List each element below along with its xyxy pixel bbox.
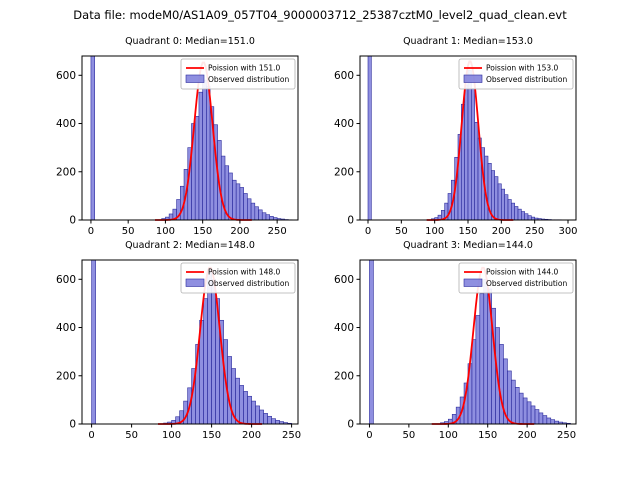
svg-text:150: 150	[193, 226, 212, 237]
legend-fit-label: Poission with 148.0	[208, 268, 281, 277]
subplot-title-quadrant-0: Quadrant 0: Median=151.0	[125, 36, 255, 47]
chart-quadrant-2: 0 50 100 150 200 250 0 200 400 600 Poission with 1…	[56, 259, 301, 441]
svg-text:250: 250	[525, 226, 544, 237]
svg-text:250: 250	[557, 430, 576, 441]
svg-text:600: 600	[334, 70, 354, 82]
svg-text:200: 200	[334, 370, 354, 382]
chart-quadrant-3: 0 50 100 150 200 250 0 200 400 600 Poission with 1…	[334, 259, 577, 441]
subplot-title-quadrant-2: Quadrant 2: Median=148.0	[125, 240, 255, 251]
svg-text:600: 600	[56, 274, 76, 286]
svg-text:50: 50	[395, 226, 408, 237]
svg-text:400: 400	[56, 322, 76, 334]
chart-quadrant-1: 0 50 100 150 200 250 300 0 200 400 600 Poission wit…	[334, 55, 578, 237]
svg-text:250: 250	[282, 430, 301, 441]
svg-text:150: 150	[458, 226, 477, 237]
svg-text:200: 200	[230, 226, 249, 237]
svg-text:200: 200	[56, 166, 76, 178]
svg-text:150: 150	[478, 430, 497, 441]
svg-text:400: 400	[334, 118, 354, 130]
axes-spines	[81, 259, 299, 425]
svg-text:50: 50	[125, 430, 138, 441]
y-axis-ticks: 0 200 400 600	[334, 70, 360, 227]
svg-text:300: 300	[558, 226, 577, 237]
subplot-title-quadrant-1: Quadrant 1: Median=153.0	[403, 36, 533, 47]
legend-hist-patch-sample	[185, 74, 205, 83]
svg-text:400: 400	[56, 118, 76, 130]
legend-fit-label: Poission with 151.0	[208, 64, 281, 73]
svg-text:0: 0	[365, 226, 371, 237]
subplot-title-quadrant-3: Quadrant 3: Median=144.0	[403, 240, 533, 251]
y-axis-ticks: 0 200 400 600	[334, 274, 360, 431]
svg-text:100: 100	[425, 226, 444, 237]
svg-text:200: 200	[492, 226, 511, 237]
x-axis-ticks: 0 50 100 150 200 250	[88, 220, 287, 237]
y-axis-ticks: 0 200 400 600	[56, 70, 82, 227]
svg-text:200: 200	[56, 370, 76, 382]
subplot-quadrant-1: Quadrant 1: Median=153.0 0 50 100 150 200 250…	[318, 36, 588, 240]
x-axis-ticks: 0 50 100 150 200 250	[88, 424, 301, 441]
legend-observed-label: Observed distribution	[486, 279, 567, 288]
svg-text:100: 100	[162, 430, 181, 441]
svg-text:0: 0	[347, 215, 354, 227]
svg-text:600: 600	[334, 274, 354, 286]
svg-text:250: 250	[268, 226, 287, 237]
y-axis-ticks: 0 200 400 600	[56, 274, 82, 431]
svg-text:0: 0	[88, 226, 94, 237]
legend-fit-label: Poission with 153.0	[486, 64, 559, 73]
legend: Poission with 148.0 Observed distribution	[180, 262, 296, 294]
svg-text:600: 600	[56, 70, 76, 82]
axes-spines	[81, 55, 299, 221]
axes-spines	[359, 259, 577, 425]
svg-text:100: 100	[156, 226, 175, 237]
x-axis-ticks: 0 50 100 150 200 250	[366, 424, 576, 441]
svg-text:50: 50	[122, 226, 135, 237]
svg-text:150: 150	[202, 430, 221, 441]
legend-hist-patch-sample	[463, 278, 483, 287]
legend: Poission with 153.0 Observed distribution	[458, 58, 574, 90]
figure-title: Data file: modeM0/AS1A09_057T04_90000037…	[73, 8, 567, 22]
legend-observed-label: Observed distribution	[486, 75, 567, 84]
svg-text:200: 200	[242, 430, 261, 441]
svg-text:200: 200	[518, 430, 537, 441]
legend-hist-patch-sample	[185, 278, 205, 287]
subplot-quadrant-0: Quadrant 0: Median=151.0 0 50 100 150 200 250…	[40, 36, 310, 240]
svg-text:0: 0	[366, 430, 372, 441]
legend-hist-patch-sample	[463, 74, 483, 83]
x-axis-ticks: 0 50 100 150 200 250 300	[365, 220, 578, 237]
svg-text:100: 100	[439, 430, 458, 441]
legend-fit-label: Poission with 144.0	[486, 268, 559, 277]
legend: Poission with 144.0 Observed distribution	[458, 262, 574, 294]
chart-quadrant-0: 0 50 100 150 200 250 0 200 400 600 Poission with 1…	[56, 55, 299, 237]
svg-text:0: 0	[88, 430, 94, 441]
svg-text:200: 200	[334, 166, 354, 178]
subplot-quadrant-3: Quadrant 3: Median=144.0 0 50 100 150 200 250…	[318, 240, 588, 444]
legend: Poission with 151.0 Observed distribution	[180, 58, 296, 90]
svg-text:0: 0	[347, 419, 354, 431]
subplot-quadrant-2: Quadrant 2: Median=148.0 0 50 100 150 200 250…	[40, 240, 310, 444]
svg-text:50: 50	[403, 430, 416, 441]
svg-text:400: 400	[334, 322, 354, 334]
legend-observed-label: Observed distribution	[208, 279, 289, 288]
legend-observed-label: Observed distribution	[208, 75, 289, 84]
svg-text:0: 0	[69, 215, 76, 227]
svg-text:0: 0	[69, 419, 76, 431]
